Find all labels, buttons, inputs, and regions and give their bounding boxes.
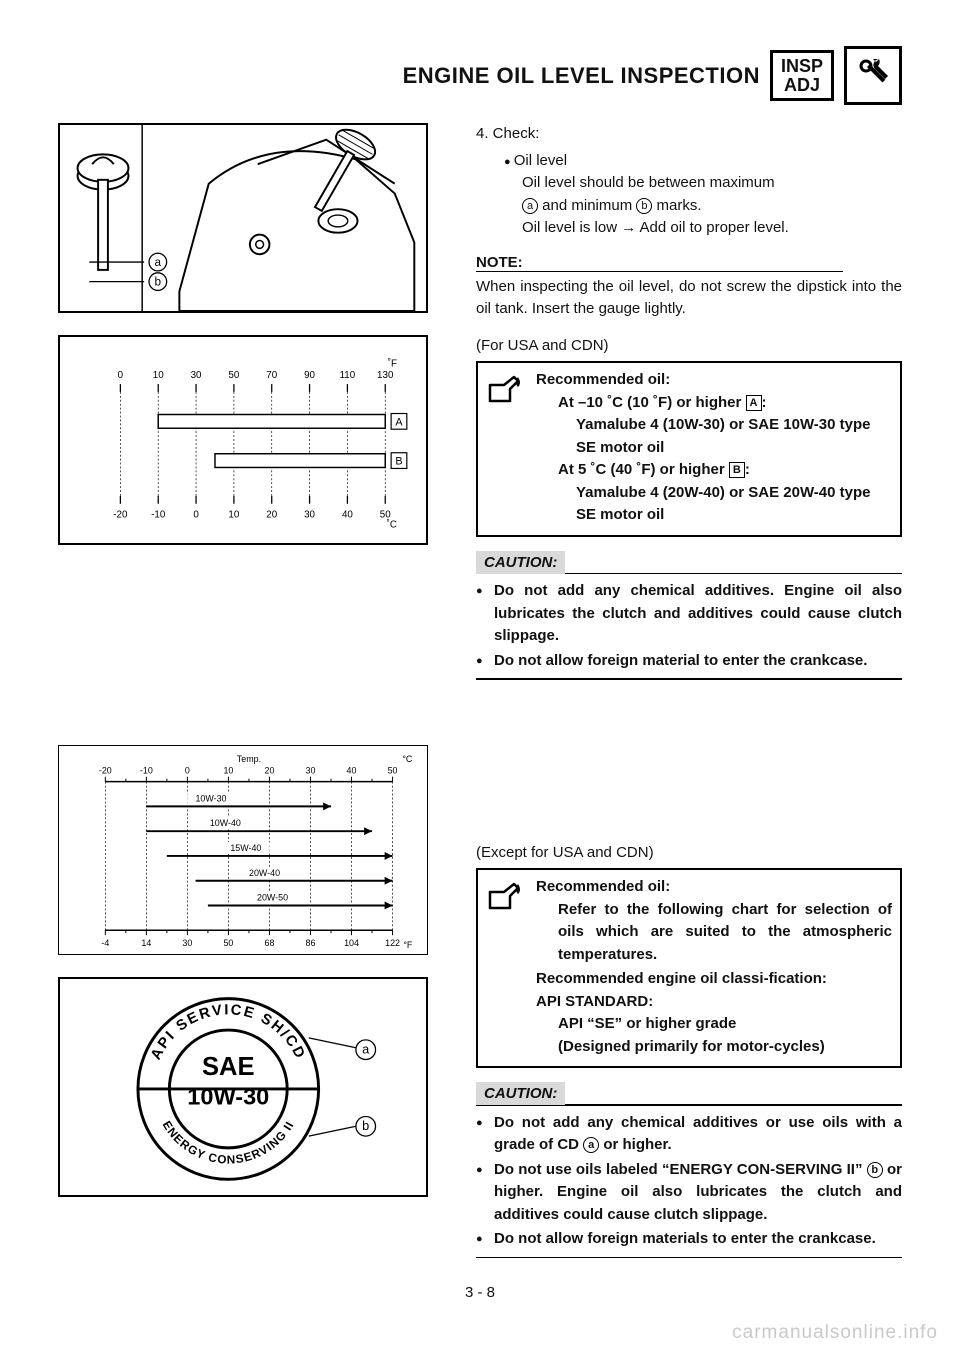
svg-text:104: 104 <box>344 938 359 948</box>
except-caution-2: Do not use oils labeled “ENERGY CON-SERV… <box>476 1159 902 1227</box>
svg-text:20W-50: 20W-50 <box>257 893 288 903</box>
svg-text:10: 10 <box>228 509 239 520</box>
svg-text:A: A <box>395 416 403 428</box>
svg-text:˚C: ˚C <box>387 519 397 530</box>
fig-oil-chart-temp: Temp. °C °F -20 -4 -10 14 0 30 10 50 20 68 30 86 40 104 5… <box>58 745 428 955</box>
svg-text:20W-40: 20W-40 <box>249 868 280 878</box>
svg-text:10W-30: 10W-30 <box>187 1084 269 1110</box>
svg-text:20: 20 <box>266 509 277 520</box>
svg-text:50: 50 <box>223 938 233 948</box>
svg-text:b: b <box>155 276 162 289</box>
svg-text:°F: °F <box>403 940 413 950</box>
except-caution-1: Do not add any chemical additives or use… <box>476 1112 902 1157</box>
usa-reco-box: Recommended oil: At –10 ˚C (10 ˚F) or hi… <box>476 361 902 537</box>
except-reco-box: Recommended oil: Refer to the following … <box>476 868 902 1068</box>
svg-text:Temp.: Temp. <box>237 754 261 764</box>
svg-text:68: 68 <box>264 938 274 948</box>
fig-dipstick: a b <box>58 123 428 313</box>
step-4-line3: Oil level is low → Add oil to proper lev… <box>522 217 902 240</box>
svg-text:a: a <box>362 1042 370 1057</box>
svg-text:50: 50 <box>228 370 239 381</box>
usa-head: (For USA and CDN) <box>476 335 902 358</box>
usa-caution-list: Do not add any chemical additives. Engin… <box>476 580 902 672</box>
svg-text:-20: -20 <box>99 766 112 776</box>
svg-text:40: 40 <box>342 509 353 520</box>
svg-text:˚F: ˚F <box>388 358 397 369</box>
svg-text:122: 122 <box>385 938 400 948</box>
svg-text:B: B <box>395 456 402 468</box>
svg-text:15W-40: 15W-40 <box>230 843 261 853</box>
svg-text:10: 10 <box>153 370 164 381</box>
step-4-label: 4. Check: <box>476 123 902 146</box>
svg-text:14: 14 <box>141 938 151 948</box>
svg-text:30: 30 <box>304 509 315 520</box>
svg-text:50: 50 <box>388 766 398 776</box>
step-4-line1: Oil level should be between maximum <box>522 172 902 195</box>
svg-text:-20: -20 <box>113 509 128 520</box>
svg-text:-4: -4 <box>101 938 109 948</box>
svg-text:0: 0 <box>185 766 190 776</box>
svg-text:70: 70 <box>266 370 277 381</box>
svg-text:86: 86 <box>306 938 316 948</box>
svg-text:90: 90 <box>304 370 315 381</box>
svg-text:30: 30 <box>191 370 202 381</box>
oil-can-icon <box>478 870 532 1066</box>
insp-adj-badge: INSP ADJ <box>770 50 834 102</box>
svg-text:0: 0 <box>193 509 199 520</box>
svg-text:10W-30: 10W-30 <box>195 793 226 803</box>
watermark: carmanualsonline.info <box>732 1322 938 1344</box>
svg-text:20: 20 <box>264 766 274 776</box>
svg-text:°C: °C <box>402 754 413 764</box>
svg-text:SAE: SAE <box>202 1053 254 1081</box>
svg-text:-10: -10 <box>140 766 153 776</box>
note-body: When inspecting the oil level, do not sc… <box>476 276 902 321</box>
oil-can-icon <box>478 363 532 535</box>
usa-caution-2: Do not allow foreign material to enter t… <box>476 650 902 673</box>
fig-oil-chart-ab: ˚F01030507090110130-20-1001020304050˚CAB <box>58 335 428 545</box>
usa-caution-head: CAUTION: <box>476 551 565 574</box>
svg-text:b: b <box>362 1118 369 1133</box>
badge-bot: ADJ <box>781 76 823 95</box>
svg-text:-10: -10 <box>151 509 166 520</box>
svg-text:10: 10 <box>223 766 233 776</box>
except-caution-list: Do not add any chemical additives or use… <box>476 1112 902 1251</box>
svg-text:40: 40 <box>347 766 357 776</box>
except-caution-3: Do not allow foreign materials to enter … <box>476 1228 902 1251</box>
except-head: (Except for USA and CDN) <box>476 842 902 865</box>
svg-text:110: 110 <box>340 370 356 381</box>
svg-text:a: a <box>155 256 162 269</box>
svg-text:10W-40: 10W-40 <box>210 818 241 828</box>
fig-sae-label: API SERVICE SH/CD ENERGY CONSERVING II S… <box>58 977 428 1197</box>
page-number: 3 - 8 <box>58 1284 902 1301</box>
svg-text:130: 130 <box>377 370 394 381</box>
page-title: ENGINE OIL LEVEL INSPECTION <box>403 63 760 89</box>
badge-top: INSP <box>781 57 823 76</box>
svg-text:0: 0 <box>118 370 124 381</box>
svg-text:30: 30 <box>306 766 316 776</box>
except-caution-head: CAUTION: <box>476 1082 565 1105</box>
tool-icon <box>844 46 902 105</box>
step-4-line2: a and minimum b marks. <box>522 195 902 218</box>
note-head: NOTE: <box>476 254 843 272</box>
step-4-bullet: Oil level <box>504 150 902 173</box>
usa-caution-1: Do not add any chemical additives. Engin… <box>476 580 902 648</box>
svg-text:30: 30 <box>182 938 192 948</box>
